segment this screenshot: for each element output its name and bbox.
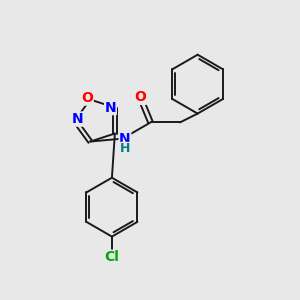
Text: O: O: [81, 91, 93, 105]
Text: N: N: [119, 132, 131, 145]
Text: Cl: Cl: [104, 250, 119, 264]
Text: H: H: [120, 142, 130, 155]
Text: N: N: [72, 112, 84, 126]
Text: N: N: [105, 100, 116, 115]
Text: O: O: [134, 90, 146, 104]
